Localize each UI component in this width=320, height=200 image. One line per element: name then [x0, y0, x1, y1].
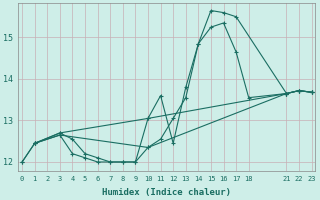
X-axis label: Humidex (Indice chaleur): Humidex (Indice chaleur) — [102, 188, 231, 197]
